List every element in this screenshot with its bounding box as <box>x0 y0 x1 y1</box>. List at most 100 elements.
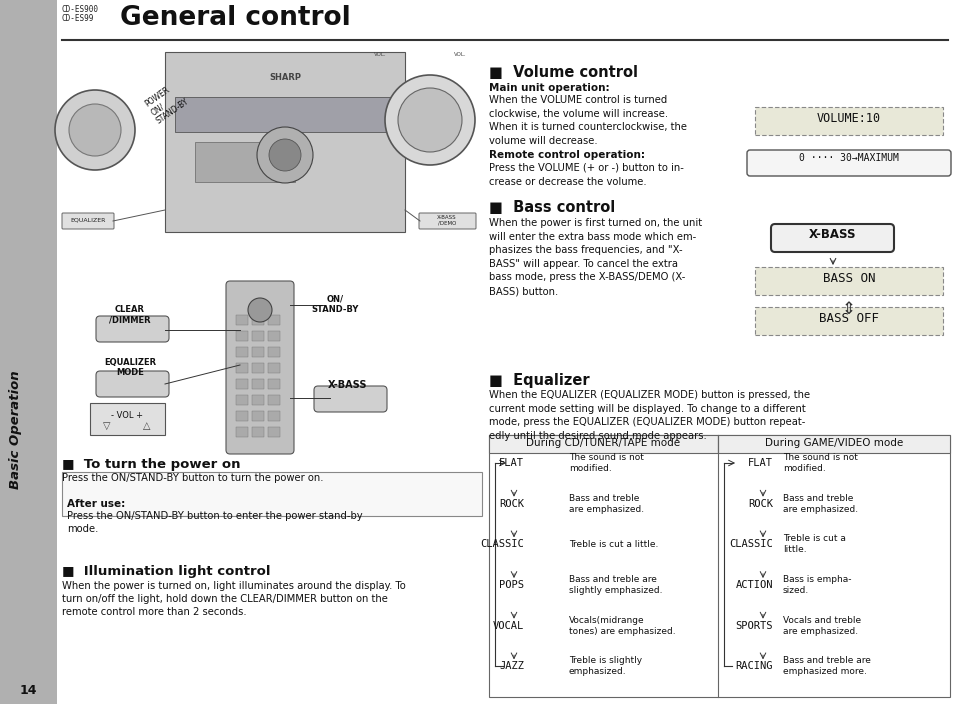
Text: 0 ···· 30→MAXIMUM: 0 ···· 30→MAXIMUM <box>799 153 898 163</box>
Text: The sound is not
modified.: The sound is not modified. <box>782 453 857 473</box>
Text: Bass and treble
are emphasized.: Bass and treble are emphasized. <box>568 494 643 514</box>
Bar <box>718 435 949 453</box>
Text: Treble is cut a little.: Treble is cut a little. <box>568 540 658 549</box>
Text: CD-ES99: CD-ES99 <box>62 14 94 23</box>
Bar <box>252 395 264 405</box>
Text: ACTION: ACTION <box>735 580 772 590</box>
Bar <box>235 347 248 357</box>
FancyBboxPatch shape <box>62 213 113 229</box>
Text: X-BASS
/DEMO: X-BASS /DEMO <box>436 215 456 225</box>
Bar <box>489 435 718 453</box>
Text: The sound is not
modified.: The sound is not modified. <box>568 453 643 473</box>
Text: During GAME/VIDEO mode: During GAME/VIDEO mode <box>764 438 902 448</box>
Text: Remote control operation:: Remote control operation: <box>489 150 644 160</box>
Text: ■  To turn the power on: ■ To turn the power on <box>62 458 240 471</box>
Text: During CD/TUNER/TAPE mode: During CD/TUNER/TAPE mode <box>526 438 679 448</box>
Text: SPORTS: SPORTS <box>735 621 772 631</box>
FancyBboxPatch shape <box>96 316 169 342</box>
Text: FLAT: FLAT <box>498 458 523 468</box>
Text: FLAT: FLAT <box>747 458 772 468</box>
Text: General control: General control <box>120 5 351 31</box>
Bar <box>754 107 942 135</box>
Text: ROCK: ROCK <box>747 498 772 509</box>
Text: VOLUME:10: VOLUME:10 <box>816 111 881 125</box>
Bar <box>268 347 280 357</box>
Text: CLEAR
/DIMMER: CLEAR /DIMMER <box>109 305 151 325</box>
Bar <box>252 411 264 421</box>
Bar <box>754 267 942 295</box>
Text: BASS OFF: BASS OFF <box>818 311 878 325</box>
Bar <box>0 0 57 704</box>
Text: When the EQUALIZER (EQUALIZER MODE) button is pressed, the
current mode setting : When the EQUALIZER (EQUALIZER MODE) butt… <box>489 390 809 441</box>
Text: EQUALIZER: EQUALIZER <box>71 218 106 222</box>
Text: Treble is cut a
little.: Treble is cut a little. <box>782 534 845 554</box>
Text: VOCAL: VOCAL <box>493 621 523 631</box>
Text: Press the VOLUME (+ or -) button to in-
crease or decrease the volume.: Press the VOLUME (+ or -) button to in- … <box>489 163 683 187</box>
Bar <box>235 395 248 405</box>
Text: Press the ON/STAND-BY button to enter the power stand-by
mode.: Press the ON/STAND-BY button to enter th… <box>67 511 362 534</box>
Circle shape <box>269 139 301 171</box>
Text: ■  Equalizer: ■ Equalizer <box>489 373 589 388</box>
Bar <box>90 403 165 435</box>
Text: SHARP: SHARP <box>269 73 301 82</box>
Text: Basic Operation: Basic Operation <box>10 371 23 489</box>
Text: Vocals and treble
are emphasized.: Vocals and treble are emphasized. <box>782 615 861 636</box>
FancyBboxPatch shape <box>226 281 294 454</box>
Bar <box>252 427 264 437</box>
Bar <box>235 331 248 341</box>
Bar <box>235 379 248 389</box>
Text: CLASSIC: CLASSIC <box>728 539 772 549</box>
Text: When the VOLUME control is turned
clockwise, the volume will increase.
When it i: When the VOLUME control is turned clockw… <box>489 95 686 146</box>
Text: ON/
STAND-BY: ON/ STAND-BY <box>311 295 358 315</box>
Text: 14: 14 <box>19 684 37 697</box>
Bar <box>268 363 280 373</box>
Text: ROCK: ROCK <box>498 498 523 509</box>
FancyBboxPatch shape <box>96 371 169 397</box>
Bar <box>754 307 942 335</box>
Text: CD-ES900: CD-ES900 <box>62 5 99 14</box>
Text: Bass and treble
are emphasized.: Bass and treble are emphasized. <box>782 494 858 514</box>
Bar <box>174 97 395 132</box>
Text: Bass and treble are
emphasized more.: Bass and treble are emphasized more. <box>782 656 870 677</box>
Text: After use:: After use: <box>67 499 125 509</box>
FancyBboxPatch shape <box>746 150 950 176</box>
Text: VOL.: VOL. <box>454 53 466 58</box>
Circle shape <box>69 104 121 156</box>
Circle shape <box>55 90 135 170</box>
FancyBboxPatch shape <box>314 386 387 412</box>
Bar <box>268 411 280 421</box>
Text: Press the ON/STAND-BY button to turn the power on.: Press the ON/STAND-BY button to turn the… <box>62 473 323 483</box>
FancyBboxPatch shape <box>418 213 476 229</box>
Bar <box>62 472 481 516</box>
Text: ⇕: ⇕ <box>841 300 855 318</box>
Text: △: △ <box>143 421 151 431</box>
Bar <box>235 315 248 325</box>
Circle shape <box>248 298 272 322</box>
Text: X-BASS: X-BASS <box>808 227 856 241</box>
Text: ■  Volume control: ■ Volume control <box>489 65 638 80</box>
Bar <box>252 331 264 341</box>
Text: X-BASS: X-BASS <box>328 380 367 390</box>
Text: Treble is slightly
emphasized.: Treble is slightly emphasized. <box>568 656 641 677</box>
Circle shape <box>256 127 313 183</box>
Text: BASS ON: BASS ON <box>821 272 874 284</box>
FancyBboxPatch shape <box>770 224 893 252</box>
Text: Bass and treble are
slightly emphasized.: Bass and treble are slightly emphasized. <box>568 575 661 595</box>
Text: Bass is empha-
sized.: Bass is empha- sized. <box>782 575 851 595</box>
Bar <box>268 395 280 405</box>
Text: CLASSIC: CLASSIC <box>479 539 523 549</box>
Bar <box>268 315 280 325</box>
Text: EQUALIZER
MODE: EQUALIZER MODE <box>104 358 156 377</box>
Text: POPS: POPS <box>498 580 523 590</box>
Circle shape <box>385 75 475 165</box>
Text: When the power is first turned on, the unit
will enter the extra bass mode which: When the power is first turned on, the u… <box>489 218 701 296</box>
Bar <box>489 435 949 697</box>
Text: JAZZ: JAZZ <box>498 661 523 672</box>
Bar <box>235 363 248 373</box>
Text: RACING: RACING <box>735 661 772 672</box>
Bar <box>252 315 264 325</box>
Bar <box>268 379 280 389</box>
Text: ■  Illumination light control: ■ Illumination light control <box>62 565 271 578</box>
Bar <box>268 331 280 341</box>
Text: POWER
ON/
STAND-BY: POWER ON/ STAND-BY <box>143 80 191 126</box>
